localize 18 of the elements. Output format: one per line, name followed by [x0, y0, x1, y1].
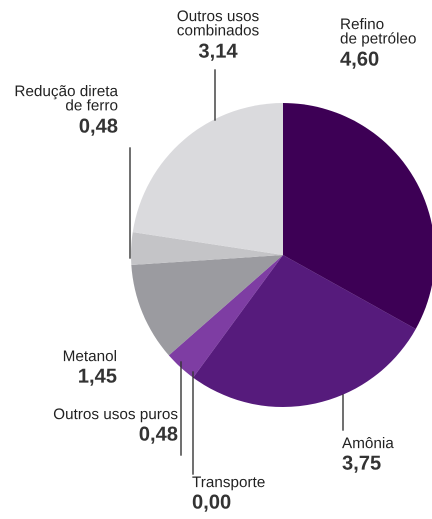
slice-label: Refino de petróleo [340, 18, 416, 47]
data-label: 3,75 [342, 456, 381, 473]
data-label: 0,48 [140, 426, 178, 444]
pie-slice [131, 232, 283, 265]
data-label: 1,45 [79, 368, 116, 386]
data-label: 4,60 [340, 52, 378, 69]
slice-label: Outros usos combinados [177, 10, 259, 36]
pie-slice [168, 255, 283, 378]
slice-label: Amônia [342, 436, 394, 448]
slice-label: Redução direta de ferro [16, 85, 118, 111]
slice-label: Metanol [64, 350, 116, 362]
pie-slice [131, 255, 283, 356]
category-label: Transporte [192, 476, 265, 490]
pie-slice [132, 103, 283, 255]
slice-label: Outros usos puros [54, 408, 178, 422]
text: 0,00 [192, 494, 230, 512]
data-label: 3,14 [198, 44, 238, 61]
data-label: 0,48 [80, 118, 118, 136]
